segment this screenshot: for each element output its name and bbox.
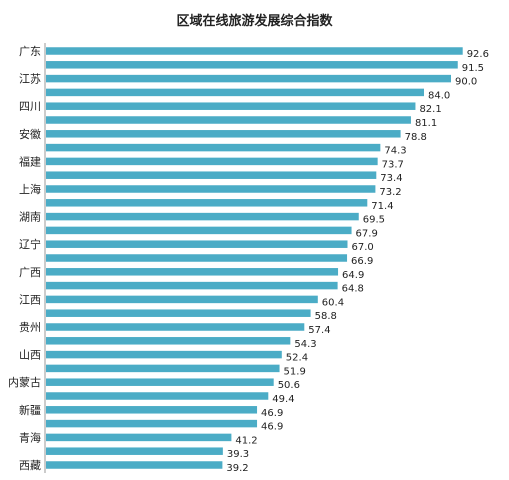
category-tick-label: 江苏 [19,73,41,86]
data-label: 92.6 [467,49,489,60]
data-label: 84.0 [428,90,450,101]
category-tick-label: 内蒙古 [8,375,41,389]
bar [46,212,359,221]
bar [46,447,223,455]
data-label: 39.2 [226,463,248,474]
category-tick-label: 新疆 [19,403,41,417]
bar [46,254,348,262]
data-label: 54.3 [294,339,316,350]
data-label: 52.4 [286,353,308,364]
data-label: 39.3 [227,449,249,460]
category-tick-label: 福建 [19,154,41,168]
data-label: 64.8 [342,284,364,295]
data-label: 41.2 [235,435,257,446]
category-tick-label: 青海 [19,430,41,444]
bar [46,433,232,442]
data-label: 82.1 [419,104,441,115]
bar [46,240,348,248]
data-label: 91.5 [462,63,484,74]
data-label: 46.9 [261,422,283,433]
bar [46,47,463,55]
bar [46,130,401,138]
category-tick-label: 山西 [19,349,41,362]
bar [46,143,381,152]
bar [46,406,258,414]
data-label: 73.4 [380,173,402,184]
data-label: 60.4 [322,297,344,308]
bar [46,378,274,386]
category-tick-label: 广东 [19,45,41,58]
bar [46,74,451,83]
data-label: 46.9 [261,408,283,419]
data-label: 49.4 [272,394,294,405]
bar [46,295,318,304]
bar [46,419,258,428]
category-tick-label: 江西 [19,293,41,306]
bar [46,364,280,373]
data-label: 50.6 [278,380,300,391]
category-tick-label: 辽宁 [19,237,41,251]
data-label: 67.9 [356,228,378,239]
bar [46,88,424,97]
data-label: 57.4 [308,325,330,336]
bar [46,185,376,193]
data-label: 90.0 [455,77,477,88]
data-label: 74.3 [384,146,406,157]
category-tick-label: 广西 [19,266,41,279]
bar [46,337,291,345]
data-label: 64.9 [342,270,364,281]
bar [46,61,458,69]
data-label: 66.9 [351,256,373,267]
data-label: 73.2 [379,187,401,198]
bar [46,226,352,235]
bar [46,461,223,469]
data-label: 69.5 [363,215,385,226]
category-tick-label: 湖南 [19,211,41,224]
bar [46,199,368,207]
data-label: 81.1 [415,118,437,129]
chart-title: 区域在线旅游发展综合指数 [176,14,333,29]
category-tick-label: 上海 [19,182,41,196]
data-label: 58.8 [315,311,337,322]
bar [46,171,377,179]
data-label: 67.0 [352,242,374,253]
bar [46,350,282,359]
data-label: 73.7 [382,159,404,170]
bar [46,157,378,166]
bar [46,116,411,124]
data-label: 71.4 [371,201,393,212]
data-label: 51.9 [284,366,306,377]
bar [46,323,305,331]
bar [46,392,269,400]
bar [46,102,416,110]
category-tick-label: 四川 [19,100,41,113]
bar [46,309,311,317]
data-label: 78.8 [405,132,427,143]
bar [46,281,338,290]
category-tick-label: 安徽 [19,127,41,141]
category-tick-label: 西藏 [19,459,41,472]
bar [46,268,339,276]
category-tick-label: 贵州 [19,321,41,334]
